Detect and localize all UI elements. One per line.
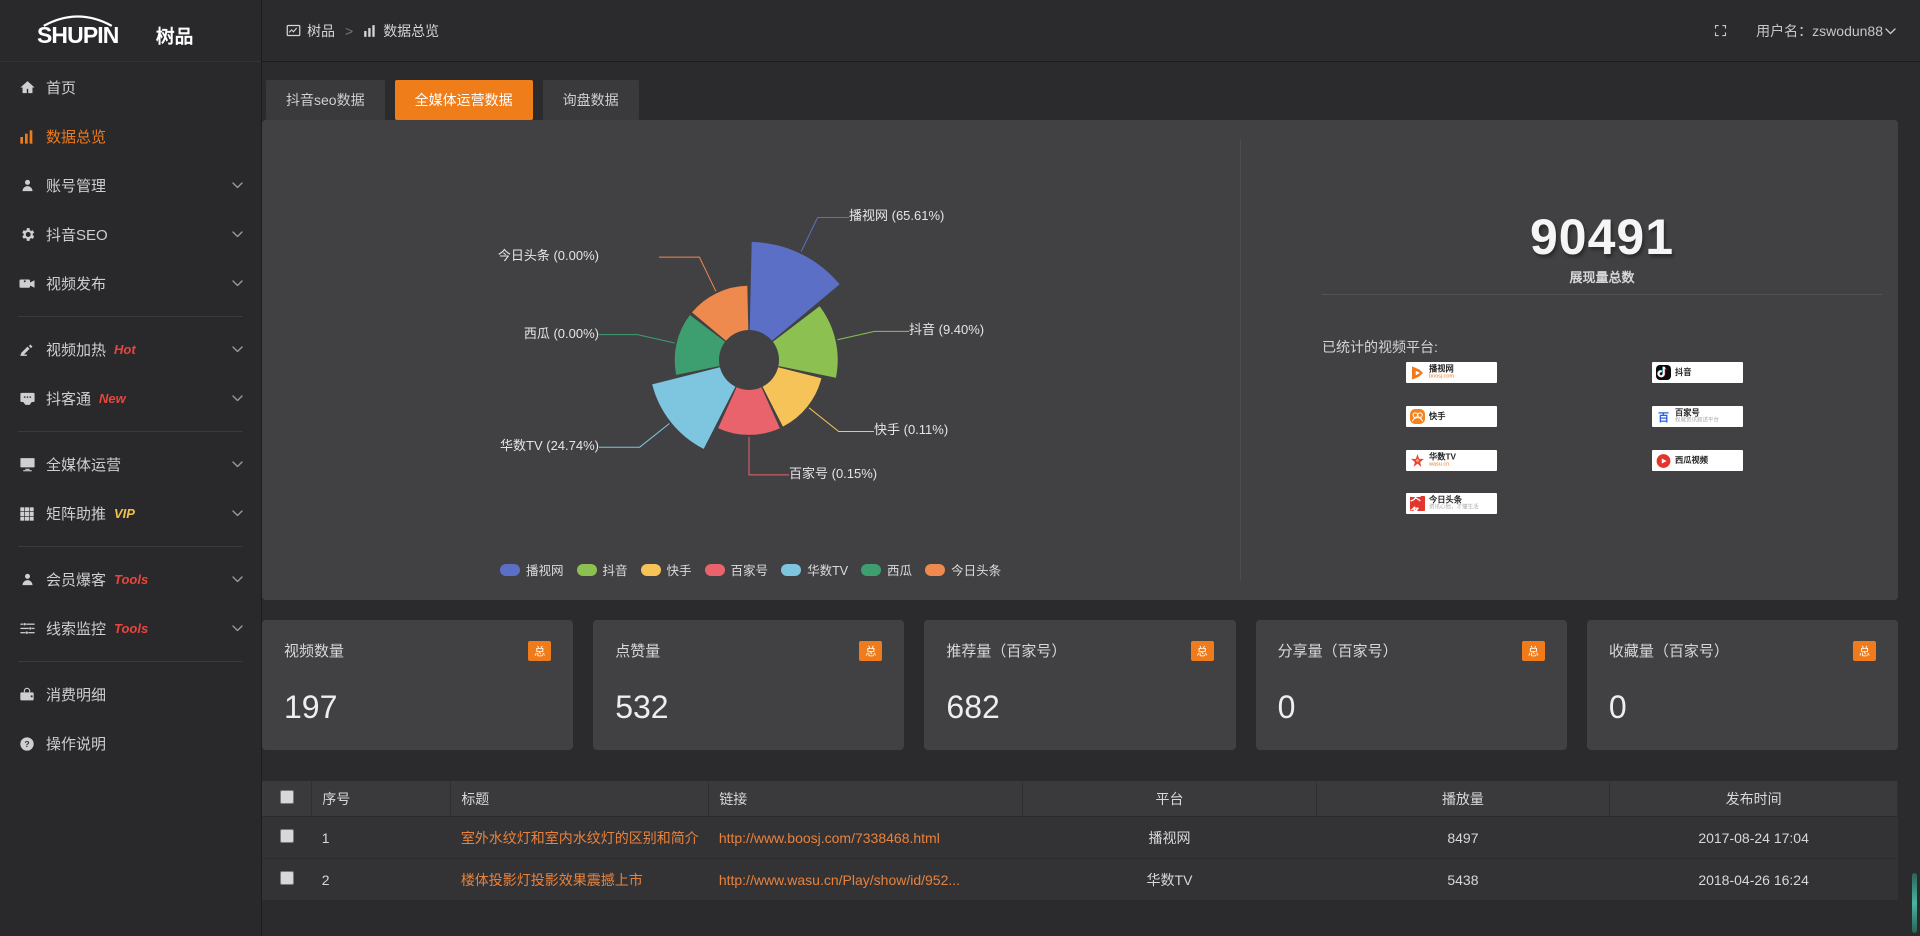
svg-text:树品: 树品	[156, 25, 193, 46]
svg-text:SHUPIN: SHUPIN	[37, 21, 119, 47]
svg-text:?: ?	[24, 739, 29, 749]
